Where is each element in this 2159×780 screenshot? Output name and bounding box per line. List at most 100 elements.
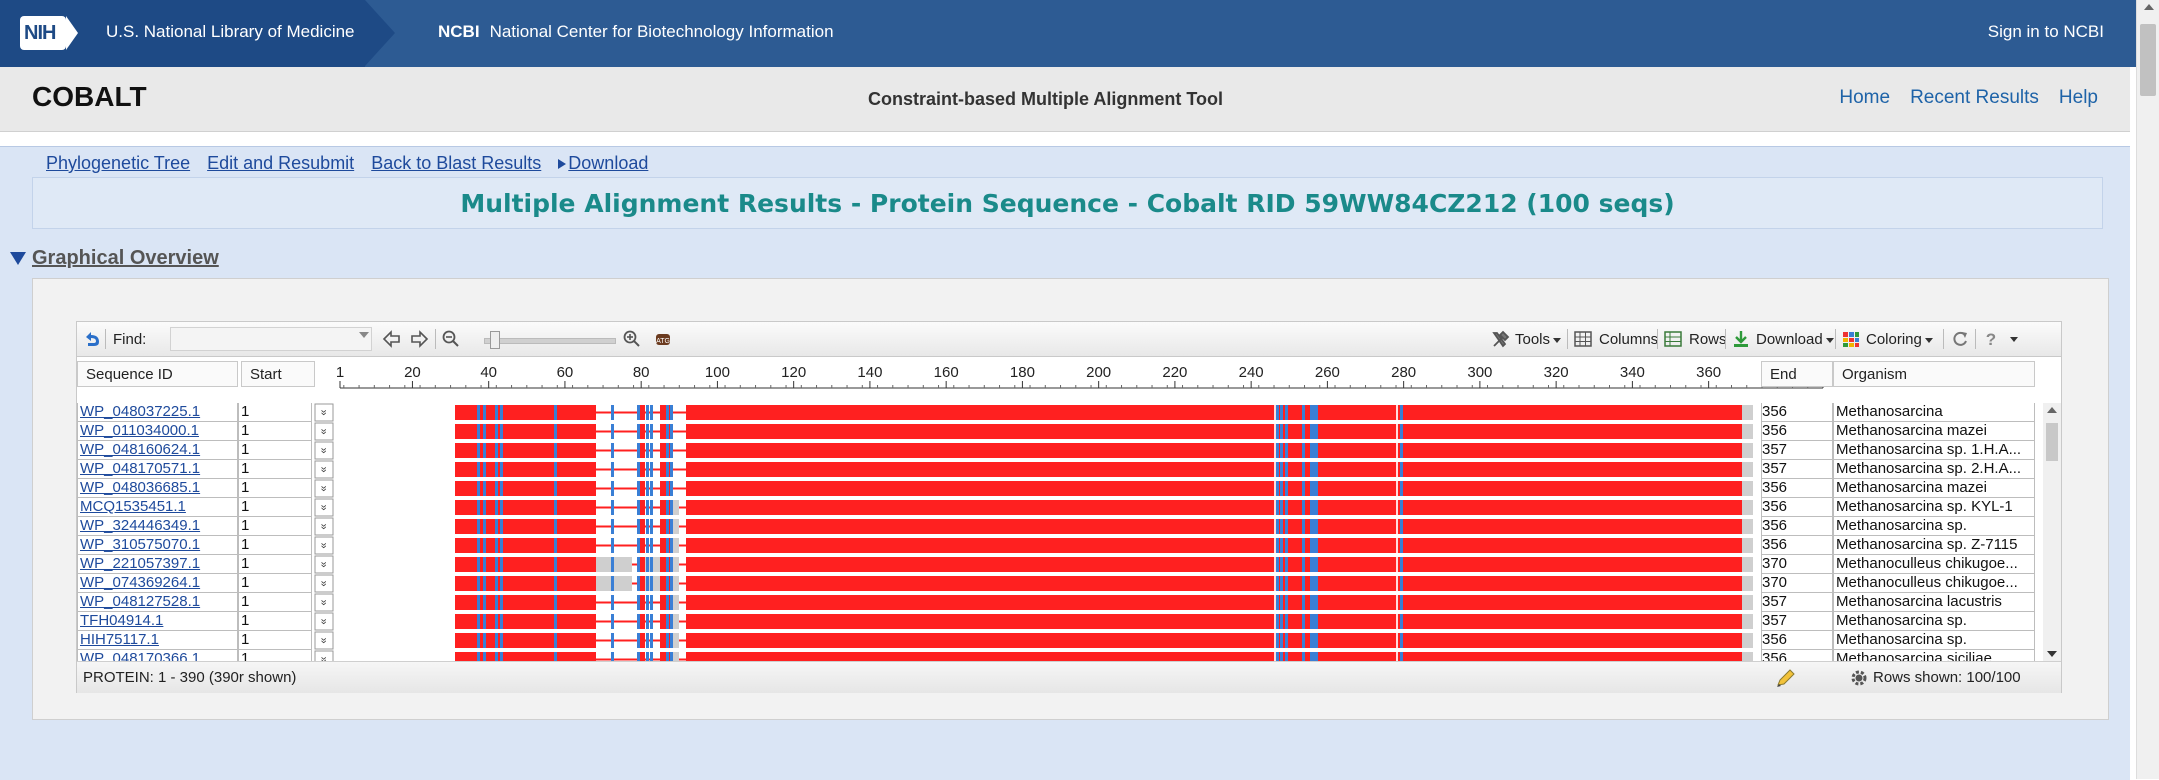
rows-scrollbar-thumb[interactable] bbox=[2046, 423, 2058, 461]
alignment-row-bar[interactable] bbox=[455, 557, 1753, 572]
graphical-overview-toggle[interactable]: Graphical Overview bbox=[32, 247, 219, 269]
row-expand-button[interactable]: » bbox=[314, 650, 334, 661]
alignment-graphic[interactable] bbox=[377, 403, 1753, 661]
col-header-sequence-id[interactable]: Sequence ID bbox=[77, 361, 238, 387]
zoom-out-icon[interactable] bbox=[441, 329, 461, 349]
tools-menu[interactable]: Tools bbox=[1515, 331, 1562, 348]
sequence-id-link[interactable]: WP_048127528.1 bbox=[80, 593, 201, 610]
rows-scrollbar[interactable] bbox=[2043, 403, 2061, 661]
col-header-start[interactable]: Start bbox=[241, 361, 315, 387]
zoom-slider-handle[interactable] bbox=[490, 331, 500, 349]
ncbi-link[interactable]: NCBI National Center for Biotechnology In… bbox=[438, 22, 834, 41]
alignment-row-bar[interactable] bbox=[455, 405, 1753, 420]
scroll-left-icon[interactable] bbox=[382, 329, 402, 349]
table-row[interactable]: WP_048170366.1 1» 356 Methanosarcina sicili… bbox=[77, 650, 2047, 661]
scroll-up-icon[interactable] bbox=[2144, 4, 2154, 10]
find-dropdown-icon[interactable] bbox=[359, 332, 369, 338]
download-link[interactable]: Download bbox=[568, 153, 649, 173]
alignment-row-bar[interactable] bbox=[455, 462, 1753, 477]
table-row[interactable]: WP_048037225.1 1» 356 Methanosarcina bbox=[77, 403, 2047, 422]
undo-icon[interactable] bbox=[82, 329, 102, 349]
alignment-row-bar[interactable] bbox=[455, 538, 1753, 553]
sequence-id-cell[interactable]: WP_011034000.1 bbox=[77, 422, 238, 441]
sequence-id-cell[interactable]: WP_048127528.1 bbox=[77, 593, 238, 612]
table-row[interactable]: WP_048160624.1 1» 357 Methanosarcina sp. 1.… bbox=[77, 441, 2047, 460]
nav-help[interactable]: Help bbox=[2058, 87, 2098, 108]
sequence-id-cell[interactable]: WP_310575070.1 bbox=[77, 536, 238, 555]
table-row[interactable]: MCQ1535451.1 1» 356 Methanosarcina sp. KYL-… bbox=[77, 498, 2047, 517]
sequence-id-cell[interactable]: WP_048170571.1 bbox=[77, 460, 238, 479]
sequence-id-cell[interactable]: WP_048160624.1 bbox=[77, 441, 238, 460]
zoom-to-sequence-icon[interactable]: ATG bbox=[653, 329, 673, 349]
row-expand-button[interactable]: » bbox=[314, 555, 334, 574]
download-menu[interactable]: Download bbox=[1756, 331, 1834, 348]
rows-button[interactable]: Rows bbox=[1689, 331, 1727, 348]
rows-scroll-up-icon[interactable] bbox=[2047, 407, 2057, 413]
row-expand-button[interactable]: » bbox=[314, 498, 334, 517]
find-input[interactable] bbox=[170, 327, 372, 351]
alignment-row-bar[interactable] bbox=[455, 500, 1753, 515]
refresh-icon[interactable] bbox=[1950, 329, 1970, 349]
sequence-id-cell[interactable]: TFH04914.1 bbox=[77, 612, 238, 631]
row-expand-button[interactable]: » bbox=[314, 536, 334, 555]
table-row[interactable]: WP_221057397.1 1» 370 Methanoculleus chikug… bbox=[77, 555, 2047, 574]
row-expand-button[interactable]: » bbox=[314, 422, 334, 441]
help-icon[interactable]: ? bbox=[1981, 329, 2001, 349]
collapse-triangle-icon[interactable] bbox=[10, 252, 26, 265]
sequence-id-link[interactable]: WP_048160624.1 bbox=[80, 441, 201, 458]
back-to-blast-link[interactable]: Back to Blast Results bbox=[371, 153, 542, 173]
sequence-id-link[interactable]: WP_011034000.1 bbox=[80, 422, 199, 439]
page-scrollbar[interactable] bbox=[2136, 0, 2159, 779]
nih-branding[interactable]: NIH U.S. National Library of Medicine bbox=[0, 0, 365, 67]
sequence-id-cell[interactable]: WP_324446349.1 bbox=[77, 517, 238, 536]
sequence-id-link[interactable]: WP_324446349.1 bbox=[80, 517, 201, 534]
tools-icon[interactable] bbox=[1491, 329, 1511, 349]
table-row[interactable]: WP_048170571.1 1» 357 Methanosarcina sp. 2.… bbox=[77, 460, 2047, 479]
rows-icon[interactable] bbox=[1663, 329, 1683, 349]
table-row[interactable]: WP_011034000.1 1» 356 Methanosarcina mazei bbox=[77, 422, 2047, 441]
row-expand-button[interactable]: » bbox=[314, 631, 334, 650]
sequence-id-cell[interactable]: MCQ1535451.1 bbox=[77, 498, 238, 517]
rows-scroll-down-icon[interactable] bbox=[2047, 651, 2057, 657]
alignment-row-bar[interactable] bbox=[455, 633, 1753, 648]
sequence-id-link[interactable]: WP_048036685.1 bbox=[80, 479, 201, 496]
sequence-id-cell[interactable]: WP_048037225.1 bbox=[77, 403, 238, 422]
sequence-id-cell[interactable]: WP_074369264.1 bbox=[77, 574, 238, 593]
zoom-slider[interactable] bbox=[484, 338, 616, 344]
col-header-end[interactable]: End bbox=[1761, 361, 1833, 387]
help-dropdown-icon[interactable] bbox=[2010, 337, 2018, 342]
sequence-id-link[interactable]: WP_074369264.1 bbox=[80, 574, 201, 591]
columns-button[interactable]: Columns bbox=[1599, 331, 1659, 348]
nav-home[interactable]: Home bbox=[1839, 87, 1891, 108]
phylogenetic-tree-link[interactable]: Phylogenetic Tree bbox=[46, 153, 191, 173]
sequence-id-link[interactable]: WP_048170571.1 bbox=[80, 460, 201, 477]
row-expand-button[interactable]: » bbox=[314, 479, 334, 498]
download-icon[interactable] bbox=[1731, 329, 1751, 349]
sequence-id-cell[interactable]: HIH75117.1 bbox=[77, 631, 238, 650]
zoom-in-icon[interactable] bbox=[622, 329, 642, 349]
edit-resubmit-link[interactable]: Edit and Resubmit bbox=[207, 153, 355, 173]
sequence-ruler[interactable]: 1 20 40 60 80 100 120 140 160 180 200 220 240 260 280 3… bbox=[335, 362, 1828, 394]
sequence-id-link[interactable]: HIH75117.1 bbox=[80, 631, 159, 648]
sign-in-link[interactable]: Sign in to NCBI bbox=[1987, 22, 2104, 41]
alignment-row-bar[interactable] bbox=[455, 481, 1753, 496]
table-row[interactable]: TFH04914.1 1» 357 Methanosarcina sp. bbox=[77, 612, 2047, 631]
table-row[interactable]: WP_048127528.1 1» 357 Methanosarcina lacust… bbox=[77, 593, 2047, 612]
alignment-row-bar[interactable] bbox=[455, 576, 1753, 591]
row-expand-button[interactable]: » bbox=[314, 593, 334, 612]
settings-gear-icon[interactable] bbox=[1849, 668, 1869, 688]
edit-pencil-icon[interactable] bbox=[1775, 668, 1797, 688]
sequence-id-link[interactable]: WP_310575070.1 bbox=[80, 536, 201, 553]
app-title[interactable]: COBALT bbox=[32, 81, 147, 112]
table-row[interactable]: WP_048036685.1 1» 356 Methanosarcina mazei bbox=[77, 479, 2047, 498]
sequence-id-cell[interactable]: WP_048036685.1 bbox=[77, 479, 238, 498]
coloring-menu[interactable]: Coloring bbox=[1866, 331, 1933, 348]
row-expand-button[interactable]: » bbox=[314, 517, 334, 536]
row-expand-button[interactable]: » bbox=[314, 460, 334, 479]
columns-icon[interactable] bbox=[1573, 329, 1593, 349]
alignment-row-bar[interactable] bbox=[455, 595, 1753, 610]
alignment-row-bar[interactable] bbox=[455, 652, 1753, 661]
alignment-row-bar[interactable] bbox=[455, 443, 1753, 458]
scrollbar-thumb[interactable] bbox=[2140, 24, 2156, 96]
sequence-id-cell[interactable]: WP_048170366.1 bbox=[77, 650, 238, 661]
